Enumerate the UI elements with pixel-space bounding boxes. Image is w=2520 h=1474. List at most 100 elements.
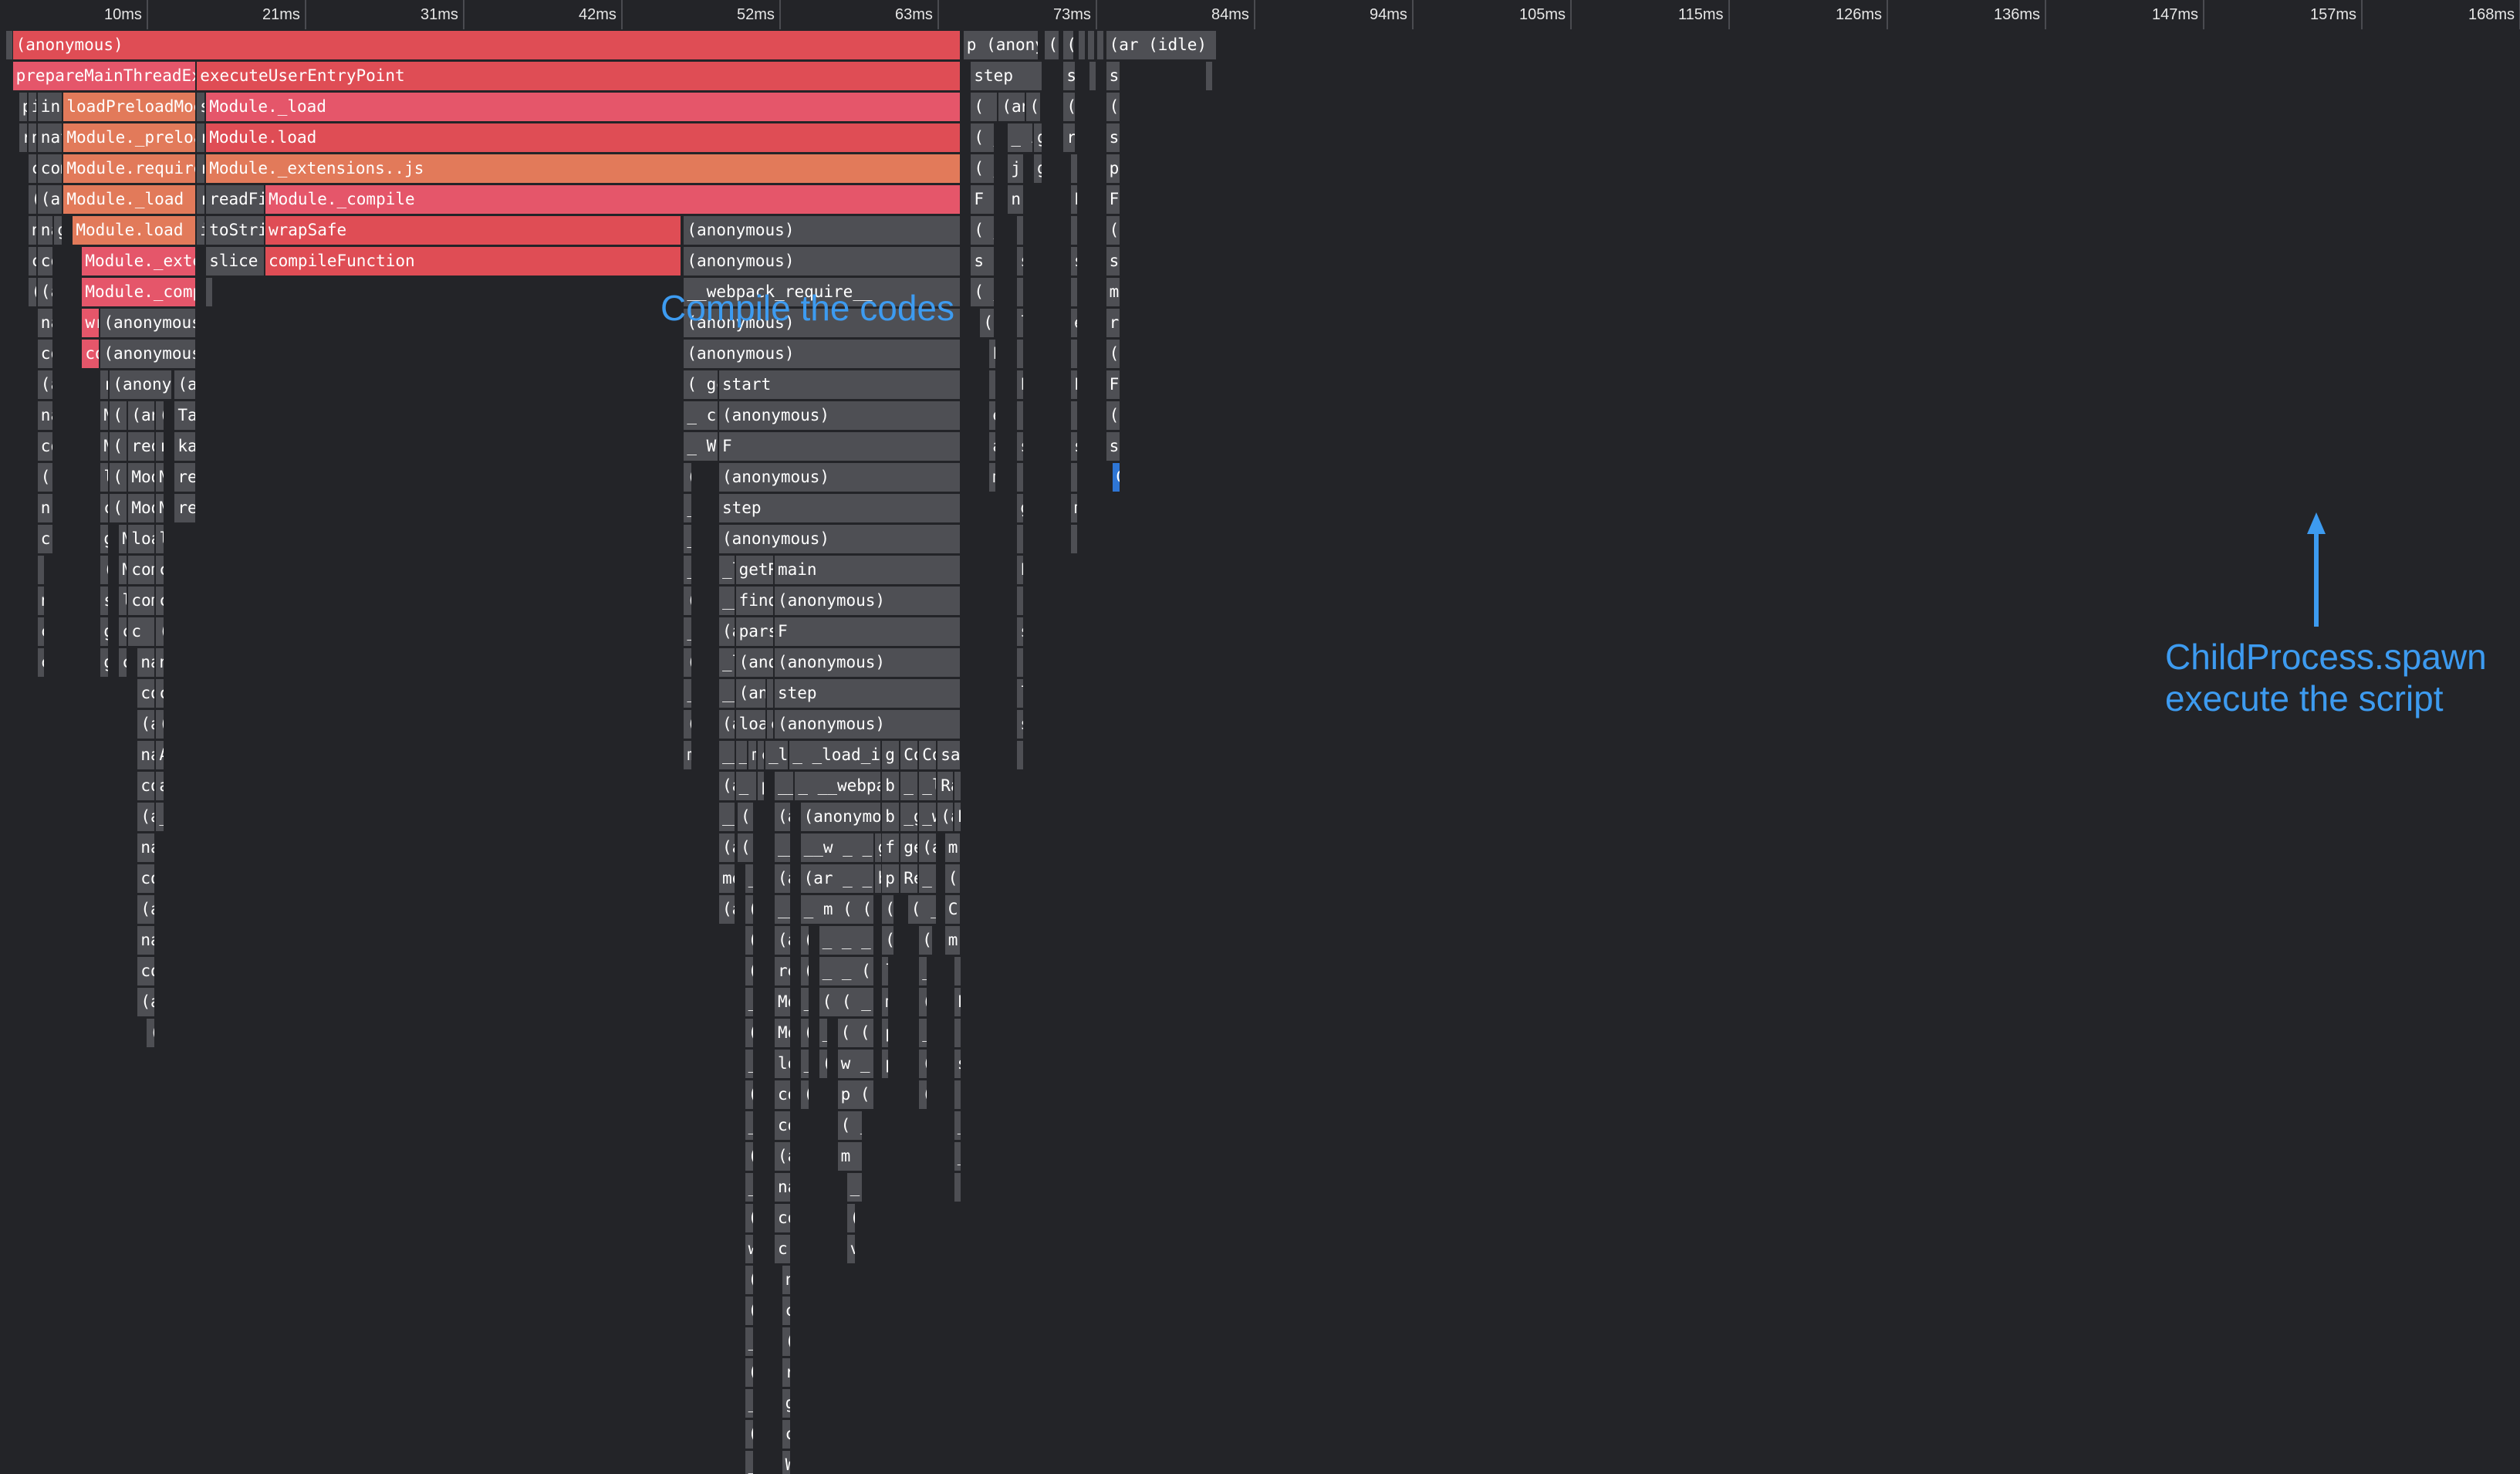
flame-frame[interactable]: nat xyxy=(137,741,157,769)
flame-frame[interactable]: Ta xyxy=(174,401,198,430)
flame-frame[interactable]: p xyxy=(19,93,29,121)
flame-frame[interactable]: c xyxy=(119,648,129,677)
flame-frame[interactable]: ( xyxy=(684,587,694,615)
flame-frame[interactable]: F xyxy=(954,988,962,1016)
flame-frame[interactable]: ( xyxy=(954,1173,962,1202)
flame-frame[interactable]: _l xyxy=(719,648,736,677)
flame-frame[interactable]: (anonymous) xyxy=(775,710,962,739)
flame-frame[interactable]: b xyxy=(882,772,901,800)
flame-frame[interactable]: p _ xyxy=(882,864,901,893)
flame-frame[interactable]: comp xyxy=(128,556,157,584)
flame-frame[interactable]: _ g xyxy=(735,741,749,769)
flame-frame[interactable]: ( xyxy=(745,1019,755,1047)
flame-frame[interactable]: Module.load xyxy=(73,216,198,245)
flame-frame[interactable]: loadPreloadModules xyxy=(63,93,198,121)
flame-frame[interactable]: ( xyxy=(1071,525,1079,553)
flame-frame[interactable]: ( xyxy=(156,401,166,430)
flame-frame[interactable]: ( xyxy=(800,957,810,985)
flame-frame[interactable]: c xyxy=(28,247,38,276)
flame-frame[interactable]: g xyxy=(1034,123,1043,152)
flame-frame[interactable]: _ crea xyxy=(684,401,719,430)
flame-frame[interactable]: __w xyxy=(775,833,792,862)
flame-frame[interactable]: __ xyxy=(719,679,736,708)
flame-frame[interactable]: requ xyxy=(128,432,157,461)
flame-frame[interactable]: p xyxy=(758,772,766,800)
flame-frame[interactable]: F xyxy=(989,340,998,368)
flame-frame[interactable]: spa xyxy=(1106,432,1121,461)
flame-frame[interactable]: _ _load_index3 xyxy=(789,741,883,769)
flame-frame[interactable]: com xyxy=(37,432,55,461)
flame-frame[interactable]: w xyxy=(745,1235,755,1263)
flame-frame[interactable]: com xyxy=(137,957,157,985)
flame-frame[interactable]: Module._extensions..js xyxy=(82,247,198,276)
flame-frame[interactable]: _l _ xyxy=(765,741,790,769)
flame-frame[interactable]: ( xyxy=(1017,525,1025,553)
flame-frame[interactable]: ( ( xyxy=(738,833,755,862)
flame-frame[interactable]: ( xyxy=(745,1204,755,1232)
flame-frame[interactable]: ( xyxy=(28,185,38,214)
flame-frame[interactable]: (anon xyxy=(37,185,64,214)
flame-frame[interactable]: ( xyxy=(147,1019,157,1047)
flame-frame[interactable]: parseR xyxy=(735,617,775,646)
flame-frame[interactable]: W xyxy=(782,1451,792,1474)
flame-frame[interactable]: a xyxy=(989,432,998,461)
flame-frame[interactable]: readFileSy xyxy=(206,185,265,214)
flame-frame[interactable]: (ar xyxy=(1106,340,1121,368)
flame-frame[interactable]: c xyxy=(156,556,166,584)
flame-frame[interactable]: ( _ ( xyxy=(971,216,995,245)
flame-frame[interactable]: ( _ ( xyxy=(971,278,995,306)
flame-frame[interactable]: ( ( xyxy=(110,401,129,430)
flame-frame[interactable]: ( xyxy=(745,957,755,985)
flame-frame[interactable]: r xyxy=(156,432,166,461)
flame-frame[interactable]: _ xyxy=(919,957,929,985)
flame-frame[interactable]: ( xyxy=(684,648,694,677)
flame-frame[interactable]: __webpack_require__ xyxy=(684,278,962,306)
flame-frame[interactable]: ( xyxy=(745,1266,755,1294)
flame-frame[interactable]: p xyxy=(882,1050,890,1078)
flame-frame[interactable]: ( xyxy=(745,895,755,924)
flame-frame[interactable]: _ xyxy=(745,1327,755,1356)
flame-frame[interactable]: com xyxy=(137,864,157,893)
flame-frame[interactable]: Cor xyxy=(900,741,920,769)
flame-frame[interactable]: (a xyxy=(719,617,736,646)
flame-frame[interactable]: F xyxy=(1071,370,1079,399)
flame-frame[interactable]: _ xyxy=(800,1050,810,1078)
flame-frame[interactable]: loa xyxy=(775,1050,792,1078)
flame-frame[interactable]: (anon xyxy=(998,93,1027,121)
flame-frame[interactable]: _ xyxy=(156,803,166,831)
flame-frame[interactable]: ( _ t xyxy=(971,123,995,152)
flame-frame[interactable]: __w xyxy=(775,772,796,800)
flame-frame[interactable]: (ar xyxy=(37,278,55,306)
flame-frame[interactable]: mod xyxy=(719,864,736,893)
flame-frame[interactable]: shi xyxy=(1106,247,1121,276)
flame-frame[interactable]: c xyxy=(156,679,166,708)
flame-frame[interactable]: (anonymous) xyxy=(719,463,962,492)
flame-frame[interactable]: _ b xyxy=(846,1173,864,1202)
flame-frame[interactable]: g xyxy=(1034,154,1043,183)
flame-frame[interactable]: ( ( xyxy=(110,432,129,461)
flame-frame[interactable]: __ xyxy=(719,587,736,615)
flame-frame[interactable]: (ar xyxy=(1106,401,1121,430)
flame-frame[interactable]: run xyxy=(1106,309,1121,337)
flame-frame[interactable]: g xyxy=(100,525,110,553)
flame-frame[interactable]: Module.load xyxy=(206,123,962,152)
flame-frame[interactable]: Module._preloadModules xyxy=(63,123,198,152)
flame-frame[interactable]: _ xyxy=(684,525,694,553)
flame-frame[interactable]: r xyxy=(767,679,775,708)
flame-frame[interactable]: ( xyxy=(1087,31,1096,59)
flame-frame[interactable]: ( xyxy=(1071,340,1079,368)
flame-frame[interactable]: _ _ xyxy=(735,772,758,800)
flame-frame[interactable]: nat xyxy=(37,216,55,245)
flame-frame[interactable]: ( ( xyxy=(1063,93,1077,121)
flame-frame[interactable]: (ar xyxy=(1106,216,1121,245)
flame-frame[interactable]: ( xyxy=(156,710,166,739)
flame-frame[interactable]: r xyxy=(100,370,110,399)
flame-frame[interactable]: l xyxy=(119,587,129,615)
flame-frame[interactable]: ( xyxy=(919,988,929,1016)
flame-frame[interactable]: ( xyxy=(819,1050,829,1078)
flame-frame[interactable]: s xyxy=(197,93,207,121)
flame-frame[interactable]: _ xyxy=(919,1019,929,1047)
flame-frame[interactable]: ( xyxy=(782,1327,792,1356)
flame-frame[interactable]: (ar xyxy=(775,926,792,955)
flame-frame[interactable]: (ar xyxy=(137,988,157,1016)
